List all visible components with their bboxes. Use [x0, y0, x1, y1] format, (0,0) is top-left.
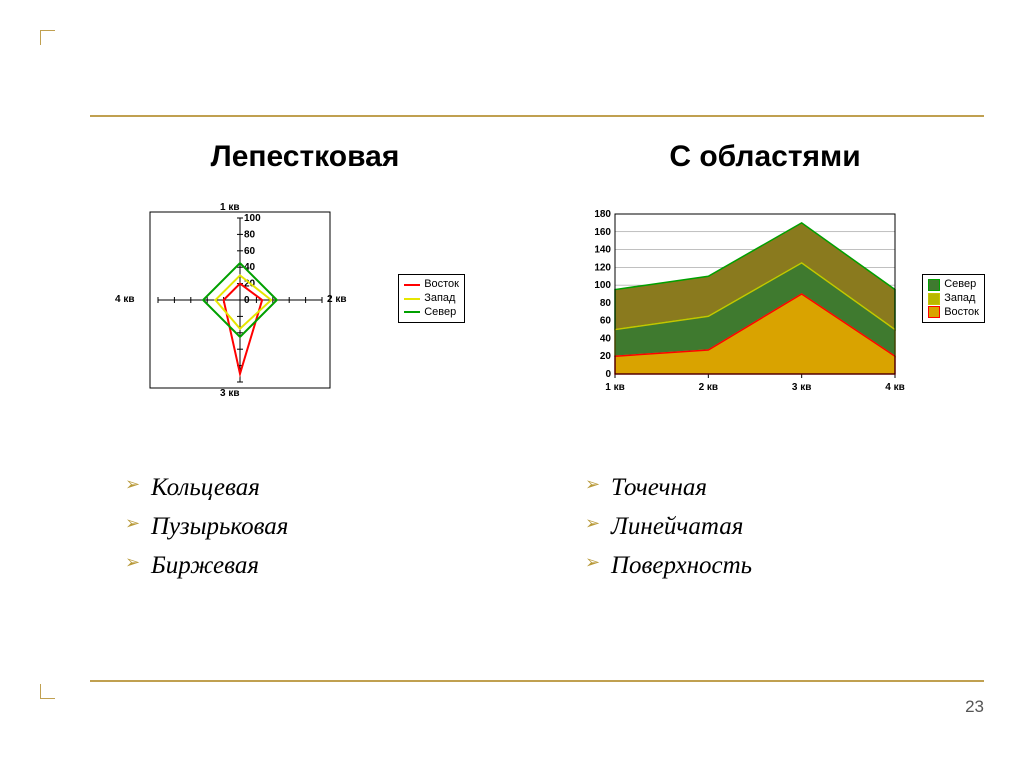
svg-text:20: 20 [600, 351, 612, 362]
svg-text:2 кв: 2 кв [699, 382, 719, 393]
svg-text:160: 160 [594, 227, 611, 238]
svg-text:80: 80 [244, 229, 256, 240]
svg-text:0: 0 [244, 295, 250, 306]
svg-text:100: 100 [244, 213, 261, 224]
bullet-item: Пузырьковая [125, 508, 515, 547]
area-svg: 0 20 40 60 80 100 120 140 160 180 1 кв 2 кв 3 кв 4 кв [575, 204, 935, 404]
area-legend: СеверЗападВосток [922, 274, 985, 323]
bullet-item: Биржевая [125, 547, 515, 586]
svg-text:120: 120 [594, 262, 611, 273]
radar-chart: 020406080100 ВостокЗападСевер 1 кв 2 кв … [95, 204, 515, 434]
slide-frame: 23 Лепестковая 020406080100 ВостокЗападС… [40, 30, 984, 737]
radar-legend: ВостокЗападСевер [398, 274, 465, 323]
frame-corner-bl [40, 684, 55, 699]
frame-corner-tl [40, 30, 55, 45]
radar-axis-label: 2 кв [327, 294, 347, 305]
bullet-item: Линейчатая [585, 508, 975, 547]
svg-text:60: 60 [600, 316, 612, 327]
svg-text:4 кв: 4 кв [885, 382, 905, 393]
legend-item: Запад [928, 292, 979, 306]
legend-item: Запад [404, 292, 459, 306]
radar-axis-label: 1 кв [220, 202, 240, 213]
left-column: Лепестковая 020406080100 ВостокЗападСеве… [95, 140, 515, 601]
divider-top [90, 115, 984, 117]
left-title: Лепестковая [95, 140, 515, 174]
svg-text:40: 40 [600, 333, 612, 344]
divider-bottom [90, 680, 984, 682]
legend-item: Север [928, 278, 979, 292]
right-column: С областями 0 20 40 60 80 100 120 140 160 180 1 кв… [555, 140, 975, 601]
legend-item: Север [404, 306, 459, 320]
radar-axis-label: 3 кв [220, 388, 240, 399]
svg-text:1 кв: 1 кв [605, 382, 625, 393]
svg-text:60: 60 [244, 246, 256, 257]
page-number: 23 [965, 697, 984, 717]
svg-text:100: 100 [594, 280, 611, 291]
svg-text:180: 180 [594, 209, 611, 220]
right-title: С областями [555, 140, 975, 174]
radar-svg: 020406080100 [105, 204, 365, 404]
right-bullets: Точечная Линейчатая Поверхность [555, 469, 975, 585]
svg-text:3 кв: 3 кв [792, 382, 812, 393]
bullet-item: Кольцевая [125, 469, 515, 508]
svg-text:80: 80 [600, 298, 612, 309]
svg-text:0: 0 [605, 369, 611, 380]
bullet-item: Поверхность [585, 547, 975, 586]
svg-text:140: 140 [594, 245, 611, 256]
radar-axis-label: 4 кв [115, 294, 135, 305]
columns: Лепестковая 0 20 40 60 80 100 ВостокЗападСеве… [95, 140, 975, 601]
left-bullets: Кольцевая Пузырьковая Биржевая [95, 469, 515, 585]
legend-item: Восток [404, 278, 459, 292]
bullet-item: Точечная [585, 469, 975, 508]
area-chart: 0 20 40 60 80 100 120 140 160 180 1 кв 2 кв 3 кв 4 кв… [555, 204, 975, 434]
legend-item: Восток [928, 306, 979, 320]
